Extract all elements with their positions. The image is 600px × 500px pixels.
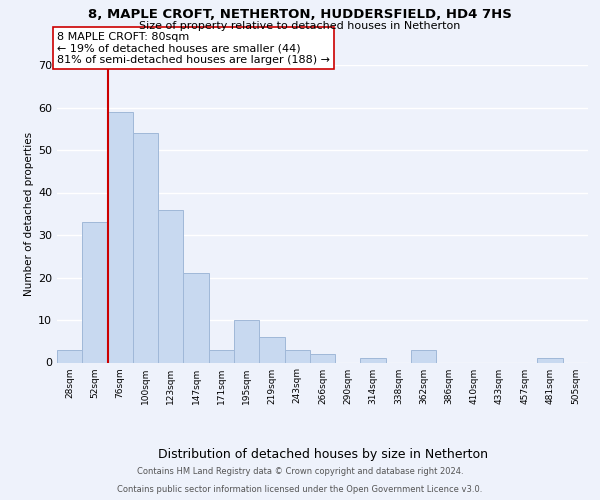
X-axis label: Distribution of detached houses by size in Netherton: Distribution of detached houses by size … — [157, 448, 487, 461]
Bar — [209, 350, 234, 362]
Bar — [259, 337, 284, 362]
Bar — [538, 358, 563, 362]
Bar — [82, 222, 107, 362]
Bar — [158, 210, 184, 362]
Bar — [133, 133, 158, 362]
Bar — [57, 350, 82, 362]
Text: 8 MAPLE CROFT: 80sqm
← 19% of detached houses are smaller (44)
81% of semi-detac: 8 MAPLE CROFT: 80sqm ← 19% of detached h… — [57, 32, 330, 65]
Text: 8, MAPLE CROFT, NETHERTON, HUDDERSFIELD, HD4 7HS: 8, MAPLE CROFT, NETHERTON, HUDDERSFIELD,… — [88, 8, 512, 20]
Bar — [411, 350, 436, 362]
Text: Size of property relative to detached houses in Netherton: Size of property relative to detached ho… — [139, 21, 461, 31]
Bar — [284, 350, 310, 362]
Text: Contains public sector information licensed under the Open Government Licence v3: Contains public sector information licen… — [118, 484, 482, 494]
Bar — [310, 354, 335, 362]
Bar — [184, 273, 209, 362]
Bar — [107, 112, 133, 362]
Bar — [361, 358, 386, 362]
Y-axis label: Number of detached properties: Number of detached properties — [24, 132, 34, 296]
Bar — [234, 320, 259, 362]
Text: Contains HM Land Registry data © Crown copyright and database right 2024.: Contains HM Land Registry data © Crown c… — [137, 467, 463, 476]
